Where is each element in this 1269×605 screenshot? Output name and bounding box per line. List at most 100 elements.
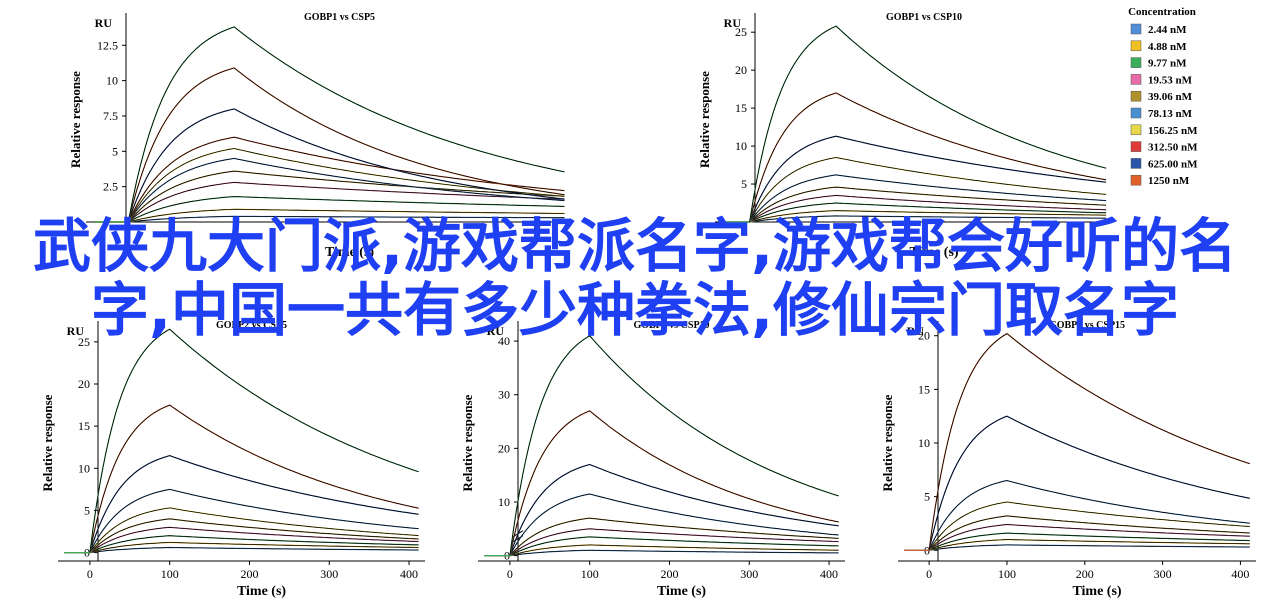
- x-tick-label: 100: [998, 567, 1016, 581]
- fit-line-4: [928, 524, 1250, 551]
- chart-panel-1: GOBP1 vs CSP5 RU Relative response Time (s)…: [68, 12, 573, 260]
- y-tick-label: 15: [735, 101, 747, 115]
- chart-title: GOBP1 vs CSP5: [304, 12, 375, 23]
- chart-title: GOBP2 vs CSP5: [216, 320, 287, 331]
- fit-line-7: [749, 157, 1107, 223]
- legend-title: Concentration: [1128, 6, 1196, 18]
- fit-line-5: [749, 186, 1107, 223]
- fit-line-6: [928, 501, 1250, 551]
- x-tick-label: 0: [926, 567, 932, 581]
- x-tick-label: 200: [660, 567, 678, 581]
- legend-item-label: 2.44 nM: [1148, 24, 1187, 36]
- series-line-6: [64, 507, 419, 554]
- y-tick-label: 5: [112, 144, 118, 158]
- x-axis-label: Time (s): [657, 584, 706, 599]
- y-tick-label: 10: [918, 436, 930, 450]
- fit-line-1: [509, 549, 839, 556]
- legend-item-label: 39.06 nM: [1148, 91, 1193, 103]
- legend: Concentration 2.44 nM 4.88 nM 9.77 nM 19.53 …: [1128, 6, 1198, 187]
- x-tick-label: 0: [507, 567, 513, 581]
- series-line-9: [484, 334, 839, 557]
- y-tick-label: 40: [498, 334, 510, 348]
- legend-swatch: [1130, 57, 1142, 68]
- series-line-2: [94, 208, 565, 223]
- y-tick-label: 2.5: [103, 180, 118, 194]
- x-axis-label: Time (s): [237, 584, 286, 599]
- legend-swatch: [1130, 124, 1142, 136]
- y-tick-label: 15: [78, 419, 90, 433]
- fit-line-5: [128, 170, 565, 223]
- x-tick-label: 300: [740, 567, 758, 581]
- y-tick-label: 10: [78, 461, 90, 475]
- fit-line-2: [509, 544, 839, 556]
- fit-line-3: [749, 202, 1107, 223]
- series-line-3: [94, 195, 565, 223]
- legend-swatch: [1130, 174, 1142, 186]
- legend-swatch: [1130, 40, 1142, 52]
- y-unit-label: RU: [907, 324, 925, 338]
- y-tick-label: 10: [498, 495, 510, 509]
- fit-line-9: [928, 333, 1250, 551]
- fit-line-6: [509, 493, 839, 556]
- fit-line-4: [749, 194, 1107, 223]
- fit-line-9: [749, 92, 1107, 223]
- chart-title: GOBP2 vs CSP10: [633, 320, 709, 331]
- x-tick-label: 300: [1154, 567, 1172, 581]
- y-axis-label: Relative response: [460, 394, 475, 491]
- fit-line-3: [89, 535, 419, 553]
- legend-item-label: 78.13 nM: [1148, 108, 1193, 120]
- y-tick-label: 20: [918, 329, 930, 343]
- y-axis-label: Relative response: [40, 394, 55, 491]
- y-unit-label: RU: [95, 16, 113, 30]
- fit-line-2: [128, 208, 565, 223]
- fit-line-5: [89, 518, 419, 553]
- y-unit-label: RU: [67, 324, 85, 338]
- legend-swatch: [1130, 158, 1142, 169]
- legend-swatch: [1130, 74, 1142, 85]
- fit-line-8: [89, 455, 419, 553]
- y-axis-label: Relative response: [68, 71, 83, 168]
- y-unit-label: RU: [487, 324, 505, 338]
- chart-panel-5: GOBP2 vs CSP15 RU Relative response Time (s…: [880, 320, 1256, 599]
- fit-line-4: [89, 526, 419, 553]
- x-tick-label: 0: [87, 567, 93, 581]
- fit-line-3: [128, 196, 565, 223]
- legend-item-label: 4.88 nM: [1148, 41, 1187, 53]
- fit-line-3: [928, 532, 1250, 551]
- x-axis-label: Time (s): [1072, 584, 1121, 599]
- x-tick-label: 400: [1231, 567, 1249, 581]
- fit-line-8: [127, 136, 565, 223]
- y-tick-label: 5: [84, 503, 90, 517]
- fit-line-7: [509, 464, 839, 556]
- chart-panel-4: GOBP2 vs CSP10 RU Relative response Time (s…: [460, 320, 845, 599]
- y-tick-label: 15: [918, 382, 930, 396]
- fit-line-6: [127, 157, 565, 223]
- legend-item-label: 19.53 nM: [1148, 74, 1193, 86]
- fit-line-7: [89, 488, 419, 553]
- fit-line-6: [89, 507, 419, 553]
- fit-line-8: [509, 410, 839, 556]
- fit-line-5: [509, 517, 839, 556]
- y-unit-label: RU: [724, 16, 742, 30]
- chart-title: GOBP2 vs CSP15: [1049, 320, 1125, 331]
- fit-line-1: [929, 544, 1250, 551]
- x-tick-label: 200: [240, 567, 258, 581]
- series-line-9: [904, 332, 1250, 551]
- y-tick-label: 10: [106, 74, 118, 88]
- series-line-8: [721, 135, 1107, 223]
- legend-item-label: 625.00 nM: [1148, 158, 1198, 170]
- fit-line-11: [127, 26, 565, 223]
- y-tick-label: 20: [498, 441, 510, 455]
- fit-line-10: [89, 328, 419, 553]
- y-tick-label: 10: [735, 139, 747, 153]
- fit-line-10: [749, 25, 1107, 223]
- fit-line-9: [89, 404, 419, 553]
- fit-line-10: [127, 67, 565, 223]
- legend-item-label: 312.50 nM: [1148, 142, 1198, 154]
- chart-title: GOBP1 vs CSP10: [886, 12, 962, 23]
- fit-line-2: [749, 210, 1107, 223]
- legend-item-label: 1250 nM: [1148, 175, 1190, 187]
- y-tick-label: 30: [498, 388, 510, 402]
- fit-line-1: [749, 215, 1107, 223]
